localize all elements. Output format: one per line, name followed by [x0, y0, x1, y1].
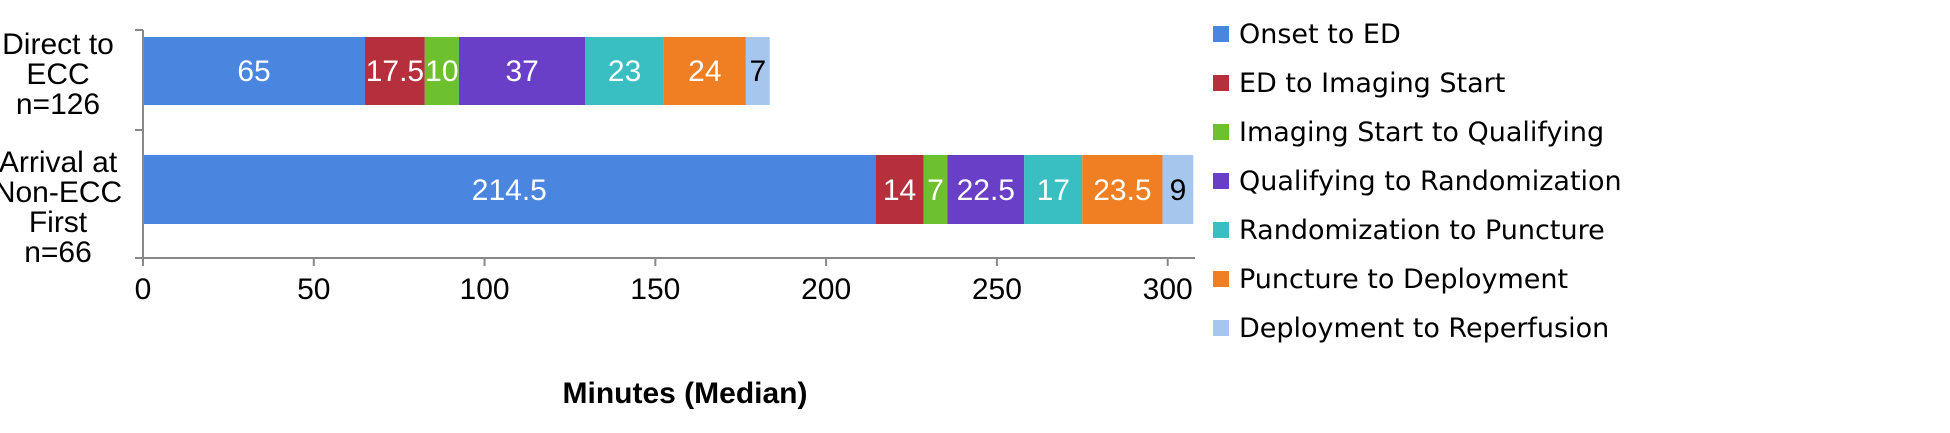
data-label: 7	[749, 55, 766, 88]
bar-segment	[458, 37, 586, 105]
legend-label: Onset to ED	[1239, 19, 1401, 50]
legend-swatch	[1213, 320, 1229, 336]
x-tick-label: 200	[801, 273, 851, 306]
bars-group: 65 17.5 10 37 23 24 7 214.5 14 7 22.5 17 23.5 9	[143, 37, 1194, 224]
axes-group: 0 50 100 150 200 250 300	[135, 29, 1195, 306]
x-tick-label: 50	[297, 273, 330, 306]
data-label: 9	[1170, 174, 1187, 207]
data-label: 65	[237, 55, 270, 88]
bar-segment	[1024, 155, 1083, 224]
bar-segment	[663, 37, 746, 105]
data-label: 37	[505, 55, 538, 88]
legend-swatch	[1213, 26, 1229, 42]
data-label: 22.5	[957, 174, 1015, 207]
data-label: 24	[688, 55, 721, 88]
legend: Onset to ED ED to Imaging Start Imaging St…	[1213, 19, 1622, 344]
legend-label: Deployment to Reperfusion	[1239, 313, 1609, 344]
bar-segment	[1162, 155, 1194, 224]
bar-segment	[745, 37, 770, 105]
data-label: 17.5	[366, 55, 424, 88]
x-tick-label: 150	[630, 273, 680, 306]
bar-segment	[424, 37, 459, 105]
bar-segment	[365, 37, 425, 105]
data-label: 10	[425, 55, 458, 88]
bar-segment	[947, 155, 1025, 224]
bar-segment	[143, 155, 876, 224]
data-label: 214.5	[472, 174, 547, 207]
data-label: 7	[927, 174, 944, 207]
legend-label: Randomization to Puncture	[1239, 215, 1605, 246]
x-tick-label: 250	[972, 273, 1022, 306]
legend-label: Puncture to Deployment	[1239, 264, 1568, 295]
bar-segment	[875, 155, 924, 224]
data-label: 14	[883, 174, 916, 207]
data-label: 23.5	[1093, 174, 1151, 207]
x-tick-label: 300	[1143, 273, 1193, 306]
category-label: Direct to ECC n=126	[2, 28, 114, 121]
data-label: 23	[608, 55, 641, 88]
bar-segment	[143, 37, 366, 105]
bar-segment	[1082, 155, 1163, 224]
legend-label: Imaging Start to Qualifying	[1239, 117, 1604, 148]
category-labels: Direct to ECC n=126 Arrival at Non-ECC First n…	[0, 28, 122, 269]
legend-label: Qualifying to Randomization	[1239, 166, 1622, 197]
x-axis-title: Minutes (Median)	[563, 377, 808, 410]
legend-swatch	[1213, 271, 1229, 287]
legend-swatch	[1213, 75, 1229, 91]
x-tick-label: 0	[135, 273, 152, 306]
bar-segment	[923, 155, 948, 224]
legend-label: ED to Imaging Start	[1239, 68, 1505, 99]
x-tick-label: 100	[460, 273, 510, 306]
bar-segment	[585, 37, 664, 105]
legend-swatch	[1213, 173, 1229, 189]
legend-swatch	[1213, 222, 1229, 238]
data-label: 17	[1037, 174, 1070, 207]
legend-swatch	[1213, 124, 1229, 140]
category-label: Arrival at Non-ECC First n=66	[0, 146, 122, 269]
